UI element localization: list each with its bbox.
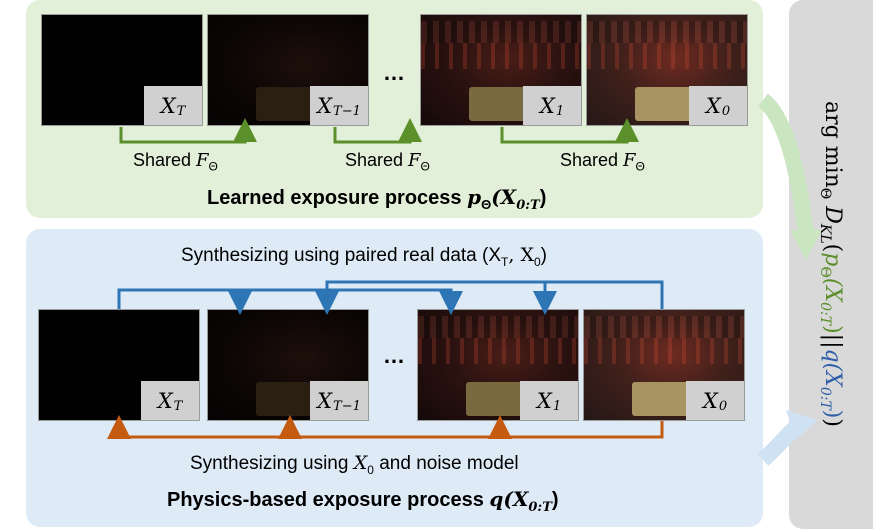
learned-to-objective-arrow — [757, 93, 814, 234]
shared-arrow-2 — [333, 118, 422, 144]
objective-panel — [789, 0, 873, 529]
shared-label-2: Shared FΘ — [345, 150, 430, 174]
shared-label-1: Shared FΘ — [133, 150, 218, 174]
frame-label: X T−1 — [310, 86, 368, 125]
shared-arrow-1 — [119, 118, 257, 144]
paired-bracket-xt — [117, 288, 463, 315]
noise-bracket — [107, 415, 664, 439]
paired-data-caption: Synthesizing using paired real data (XT,… — [181, 244, 547, 269]
physics-process-title: Physics-based exposure process q(X0:T) — [167, 487, 559, 515]
physics-ellipsis: … — [383, 343, 406, 368]
kl-objective: arg minΘ DKL(pΘ(X0:T)||q(X0:T)) — [816, 101, 846, 427]
learned-process-title: Learned exposure process pΘ(X0:T) — [207, 185, 547, 213]
frame-label: X T−1 — [310, 381, 368, 420]
shared-arrow-3 — [500, 118, 639, 144]
learned-to-objective-head — [790, 230, 822, 260]
physics-to-objective-head — [786, 410, 818, 440]
learned-ellipsis: … — [383, 60, 406, 85]
noise-model-caption: Synthesizing using X0 and noise model — [190, 452, 519, 477]
shared-label-3: Shared FΘ — [560, 150, 645, 174]
physics-frame-xt-minus-1: X T−1 — [207, 309, 369, 421]
paired-bracket-x0 — [315, 280, 664, 315]
learned-frame-xt-minus-1: X T−1 — [207, 14, 369, 126]
